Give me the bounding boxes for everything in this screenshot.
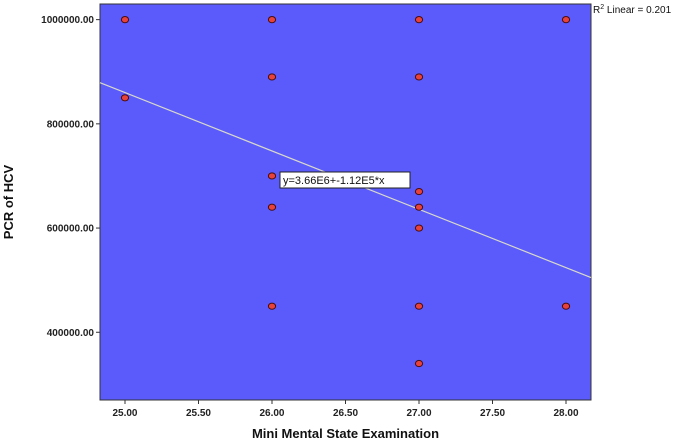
- y-tick-label: 800000.00: [47, 119, 95, 130]
- r-squared-label: R2 Linear = 0.201: [593, 4, 672, 16]
- equation-label: y=3.66E6+-1.12E5*x: [279, 171, 411, 189]
- y-tick-label: 600000.00: [47, 224, 95, 235]
- data-point: [414, 203, 424, 211]
- data-point: [267, 73, 277, 81]
- x-tick-label: 26.50: [333, 408, 358, 419]
- r2-suffix: Linear = 0.201: [604, 5, 671, 16]
- data-point: [120, 94, 130, 102]
- x-axis-title: Mini Mental State Examination: [252, 426, 439, 441]
- equation-text: y=3.66E6+-1.12E5*x: [283, 175, 385, 187]
- data-point: [267, 203, 277, 211]
- data-point: [414, 224, 424, 232]
- x-tick-label: 25.50: [186, 408, 211, 419]
- data-points: [120, 16, 571, 368]
- data-point: [267, 302, 277, 310]
- equation-box: [279, 171, 411, 189]
- x-tick-label: 28.00: [553, 408, 578, 419]
- data-point: [414, 302, 424, 310]
- plot-area: [99, 3, 592, 401]
- data-point: [267, 172, 277, 180]
- data-point: [561, 16, 571, 24]
- x-tick-label: 25.00: [112, 408, 137, 419]
- data-point: [414, 187, 424, 196]
- x-tick-label: 27.50: [480, 408, 505, 419]
- y-axis-title: PCR of HCV: [1, 164, 16, 239]
- data-point: [414, 359, 424, 368]
- r2-superscript: 2: [600, 4, 604, 11]
- data-point: [414, 73, 424, 81]
- r2-prefix: R: [593, 5, 600, 16]
- x-tick-label: 26.00: [259, 408, 284, 419]
- data-point: [120, 16, 130, 24]
- x-axis-ticks: 25.00 25.50 26.00 26.50 27.00 27.50 28.00: [112, 400, 579, 419]
- x-tick-label: 27.00: [406, 408, 431, 419]
- data-point: [267, 16, 277, 24]
- y-axis-ticks: 400000.00 600000.00 800000.00 1000000.00: [41, 15, 100, 339]
- y-tick-label: 1000000.00: [41, 15, 94, 26]
- y-tick-label: 400000.00: [47, 328, 95, 339]
- data-point: [414, 16, 424, 24]
- data-point: [561, 302, 571, 310]
